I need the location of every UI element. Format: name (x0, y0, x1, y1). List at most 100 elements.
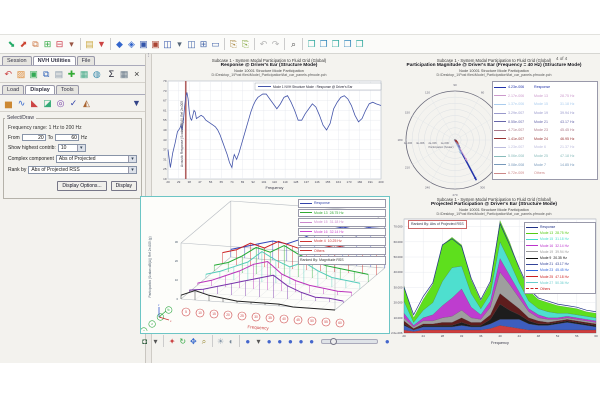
fit-view-icon[interactable]: ✦ (168, 336, 176, 346)
contrib-select[interactable]: 10 ▾ (57, 144, 86, 152)
result-file-3-icon[interactable]: ❐ (331, 39, 340, 49)
polar-chart[interactable]: Subcase 1 - System Modal Participation t… (388, 57, 600, 197)
plot-add-icon[interactable]: ⊞ (43, 39, 52, 49)
window-swap-icon[interactable]: ▣ (151, 39, 160, 49)
view-reset-icon[interactable]: ● (384, 336, 390, 346)
redo-icon[interactable]: ↷ (271, 39, 280, 49)
view-right-icon[interactable]: ● (298, 336, 304, 346)
clipboard-copy-icon[interactable]: ⎘ (229, 39, 238, 49)
session-export-icon[interactable]: ⬈ (19, 39, 28, 49)
plot-recent-icon[interactable]: ▾ (69, 39, 74, 49)
undo-icon[interactable]: ↶ (259, 39, 268, 49)
result-file-1-icon[interactable]: ❐ (307, 39, 316, 49)
waterfall-chart[interactable]: 51015202530354045505560Frequency01233020… (140, 196, 390, 335)
speed-slider[interactable] (320, 337, 379, 345)
panel-tab-nvh-utilities[interactable]: NVH Utilities (32, 56, 76, 65)
panel-open-icon[interactable]: ▨ (16, 69, 26, 79)
panel-subtab-display[interactable]: Display (25, 85, 55, 94)
svg-text:146: 146 (315, 180, 320, 184)
chart-area-icon[interactable]: ◣ (31, 98, 38, 108)
view-iso-icon[interactable]: ● (245, 336, 251, 346)
plot-remove-icon[interactable]: ⊟ (55, 39, 64, 49)
panel-world-icon[interactable]: ◍ (92, 69, 101, 79)
panel-copy-icon[interactable]: ⧉ (43, 69, 50, 79)
area-chart[interactable]: Subcase 1 - System Modal Participation t… (388, 196, 600, 346)
panel-tab-file[interactable]: File (76, 56, 96, 65)
svg-text:1e-006: 1e-006 (441, 141, 450, 145)
zoom-view-icon[interactable]: ⌕ (201, 336, 207, 346)
panel-save-icon[interactable]: ▣ (29, 69, 38, 79)
window-new-icon[interactable]: ▣ (139, 39, 148, 49)
panel-undo-icon[interactable]: ↶ (4, 69, 13, 79)
page-delete-icon[interactable]: ▼ (97, 39, 106, 49)
legend-row: Mode 4 10.25 Hz (298, 237, 386, 246)
rotate-view-icon[interactable]: ↻ (179, 336, 187, 346)
panel-add-icon[interactable]: ✚ (67, 69, 76, 79)
panel-tab-session[interactable]: Session (2, 56, 32, 65)
legend-row: Mode 25 47.18 Hz (526, 274, 594, 280)
view-left-icon[interactable]: ● (287, 336, 293, 346)
zoom-tool-icon[interactable]: ⌕ (290, 39, 297, 49)
svg-text:20: 20 (226, 313, 230, 317)
legend-label: Mode 9 (540, 256, 552, 261)
chart-vector-icon[interactable]: ✓ (69, 98, 78, 108)
window-layout-icon[interactable]: ◫ (163, 39, 172, 49)
chart-title-line: D:\Desktop_1\Post files\Model_Participat… (436, 73, 552, 78)
session-import-icon[interactable]: ⬊ (7, 39, 16, 49)
layout-menu-icon[interactable]: ▾ (177, 39, 182, 49)
view-menu-icon[interactable]: ▾ (256, 336, 261, 346)
panel-subtab-tools[interactable]: Tools (55, 85, 79, 94)
chart-line-icon[interactable]: ∿ (17, 98, 26, 108)
layout-grid-icon[interactable]: ⊞ (199, 39, 208, 49)
complex-select[interactable]: Abs of Projected ▾ (55, 155, 137, 163)
response-overlay-line (403, 222, 597, 316)
light-icon[interactable]: ☀ (217, 336, 225, 346)
svg-text:45: 45 (296, 318, 300, 322)
pan-view-icon[interactable]: ✥ (190, 336, 197, 346)
close-panel-icon[interactable]: × (134, 69, 140, 79)
legend-row: 2.17e-006 Mode 13 28.75 Hz (494, 92, 596, 101)
to-input[interactable] (54, 134, 79, 141)
result-file-4-icon[interactable]: ❐ (343, 39, 352, 49)
chart-bar-icon[interactable]: ▅ (5, 98, 12, 108)
view-front-icon[interactable]: ● (266, 336, 272, 346)
probe-point-icon[interactable]: ◆ (116, 39, 123, 49)
display-options-button[interactable]: Display Options... (57, 181, 107, 191)
slider-knob[interactable] (329, 337, 337, 345)
response-plot-svg: 20 29 38 47 56 65 74 83 92 101 110 119 128 137 146 155 1… (163, 79, 384, 190)
from-input[interactable] (21, 134, 46, 141)
result-file-2-icon[interactable]: ❐ (319, 39, 328, 49)
panel-grid-icon[interactable]: ▦ (79, 69, 89, 79)
sigma-icon[interactable]: Σ (108, 69, 115, 79)
rank-select[interactable]: Abs of Projected RSS ▾ (28, 166, 137, 174)
filter-icon[interactable]: ▼ (132, 98, 141, 108)
legend-label: Mode 23 (540, 268, 554, 273)
svg-text:28: 28 (441, 334, 445, 338)
spreadsheet-icon[interactable]: ▦ (119, 69, 129, 79)
chart-waterfall-icon[interactable]: ◭ (83, 98, 90, 108)
probe-area-icon[interactable]: ◈ (128, 39, 135, 49)
view-back-icon[interactable]: ● (277, 336, 283, 346)
legend-freq: 46.95 Hz (560, 136, 575, 141)
page-new-icon[interactable]: ▤ (85, 39, 94, 49)
view-top-icon[interactable]: ● (309, 336, 315, 346)
shade-icon[interactable]: ◐ (228, 336, 234, 346)
display-button[interactable]: Display (110, 181, 137, 191)
result-file-5-icon[interactable]: ❐ (355, 39, 364, 49)
plot-copy-icon[interactable]: ⧉ (32, 39, 39, 49)
legend-row: Mode 16 32.14 Hz (298, 227, 386, 236)
legend-row: Response (298, 199, 386, 208)
layout-two-icon[interactable]: ◫ (187, 39, 196, 49)
legend-row: Others (298, 246, 386, 255)
chart-polar-icon[interactable]: ◎ (56, 98, 65, 108)
layout-wide-icon[interactable]: ▭ (211, 39, 220, 49)
clipboard-image-icon[interactable]: ⎘ (241, 39, 250, 49)
response-chart[interactable]: Subcase 1 - System Modal Participation t… (153, 57, 385, 197)
legend-label: Mode 16 (314, 229, 328, 234)
render-menu-icon[interactable]: ▾ (153, 336, 158, 346)
svg-text:10: 10 (175, 278, 179, 282)
chart-surface-icon[interactable]: ◪ (43, 98, 52, 108)
render-mode-icon[interactable]: ◘ (142, 336, 148, 346)
panel-subtab-load[interactable]: Load (2, 85, 25, 94)
panel-doc-icon[interactable]: ▤ (54, 69, 64, 79)
